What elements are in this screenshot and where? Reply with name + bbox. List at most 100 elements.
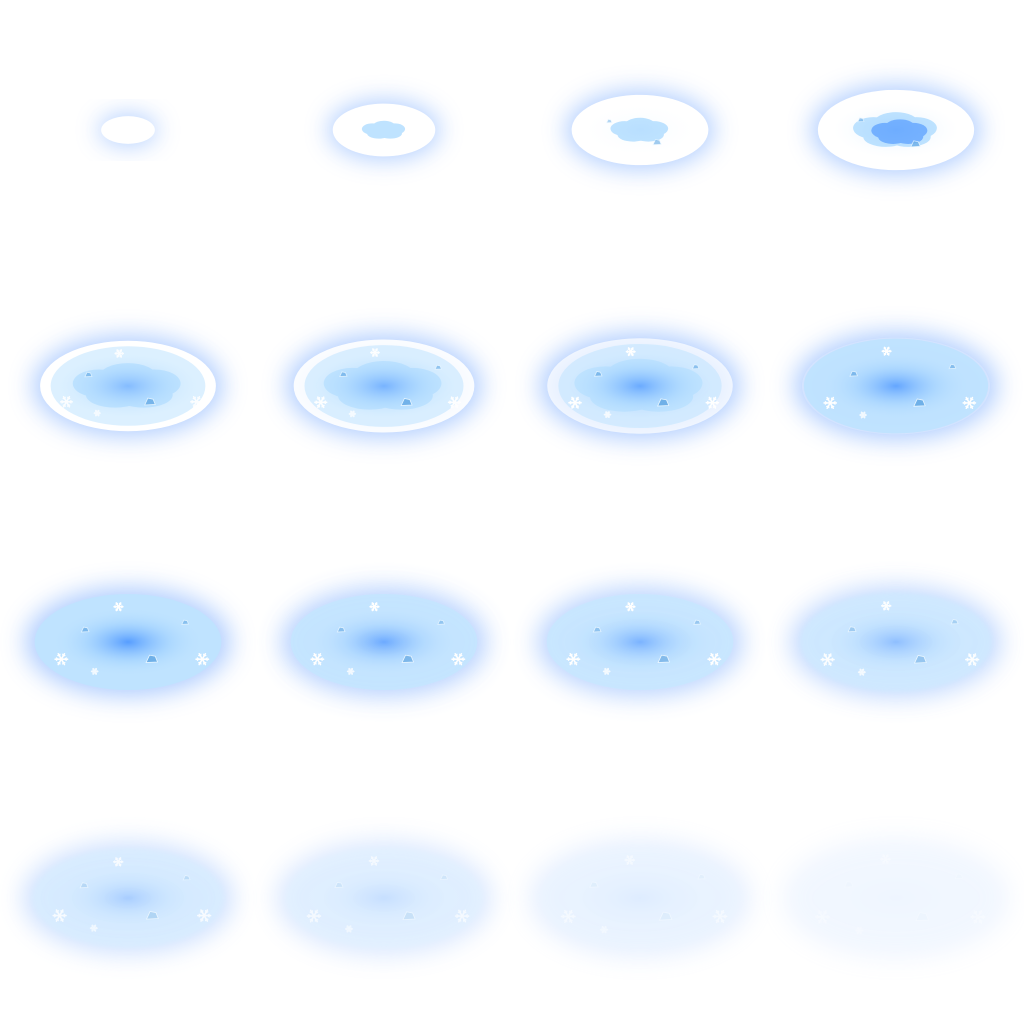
ice-pool-sprite xyxy=(275,840,493,956)
ice-patch xyxy=(871,119,928,144)
sprite-frame-1 xyxy=(0,0,256,256)
ice-core xyxy=(585,105,695,155)
ice-pool-sprite xyxy=(529,838,751,958)
sprite-frame-13 xyxy=(0,768,256,1024)
ice-pool-sprite xyxy=(98,114,158,146)
ice-crystal-icon xyxy=(849,370,859,377)
frost-rim xyxy=(101,116,155,144)
ice-crystal-icon xyxy=(843,881,854,888)
snowflake-icon xyxy=(962,396,977,410)
ice-crystal-icon xyxy=(593,371,603,377)
ice-pool-sprite xyxy=(25,587,231,697)
ice-core xyxy=(820,352,972,420)
ice-crystal-icon xyxy=(434,364,442,370)
ice-crystal-icon xyxy=(910,140,921,148)
snowflake-icon xyxy=(859,411,867,419)
ice-crystal-icon xyxy=(913,655,927,664)
snowflake-icon xyxy=(90,667,99,675)
snowflake-icon xyxy=(602,667,611,675)
ice-crystal-icon xyxy=(145,654,159,664)
snowflake-icon xyxy=(855,926,864,935)
ice-crystal-icon xyxy=(334,881,344,888)
ice-crystal-icon xyxy=(697,873,706,880)
snowflake-icon xyxy=(54,652,69,666)
snowflake-icon xyxy=(310,652,325,666)
ice-pool-sprite xyxy=(22,841,234,955)
sprite-frame-4 xyxy=(768,0,1024,256)
ice-crystal-icon xyxy=(913,398,926,407)
ice-core xyxy=(307,607,461,677)
snowflake-icon xyxy=(625,347,636,357)
ice-core xyxy=(49,862,207,934)
snowflake-icon xyxy=(568,396,582,409)
sprite-frame-2 xyxy=(256,0,512,256)
snowflake-icon xyxy=(314,396,328,409)
sprite-frame-8 xyxy=(768,256,1024,512)
snowflake-icon xyxy=(370,348,380,357)
ice-crystal-icon xyxy=(950,619,959,625)
ice-pool-sprite xyxy=(33,335,223,437)
ice-core xyxy=(812,860,980,936)
ice-crystal-icon xyxy=(605,118,613,124)
sprite-frame-7 xyxy=(512,256,768,512)
ice-crystal-icon xyxy=(439,874,449,880)
ice-crystal-icon xyxy=(657,654,671,664)
ice-core xyxy=(311,353,457,419)
ice-crystal-icon xyxy=(336,626,346,633)
snowflake-icon xyxy=(113,602,124,612)
ice-pool-sprite xyxy=(790,585,1002,699)
sprite-frame-16 xyxy=(768,768,1024,1024)
ice-pool-sprite xyxy=(537,587,743,697)
ice-crystal-icon xyxy=(182,875,191,881)
sprite-frame-14 xyxy=(256,768,512,1024)
ice-pool-sprite xyxy=(794,331,998,441)
snowflake-icon xyxy=(52,909,67,922)
ice-crystal-icon xyxy=(339,371,348,377)
snowflake-icon xyxy=(707,652,722,666)
ice-crystal-icon xyxy=(592,626,602,633)
snowflake-icon xyxy=(195,652,210,666)
ice-crystal-icon xyxy=(144,397,156,406)
ice-core xyxy=(563,607,717,677)
ice-crystal-icon xyxy=(656,398,670,407)
ice-crystal-icon xyxy=(652,138,662,146)
ice-crystal-icon xyxy=(401,654,415,664)
snowflake-icon xyxy=(705,396,720,409)
snowflake-icon xyxy=(369,602,380,612)
ice-crystal-icon xyxy=(691,364,700,370)
snowflake-icon xyxy=(197,909,212,922)
snowflake-icon xyxy=(114,349,125,358)
snowflake-icon xyxy=(368,856,380,866)
ice-crystal-icon xyxy=(693,619,702,625)
snowflake-icon xyxy=(625,602,636,612)
ice-crystal-icon xyxy=(658,911,673,921)
ice-core xyxy=(557,861,723,935)
sprite-frame-12 xyxy=(768,512,1024,768)
ice-pool-sprite xyxy=(539,332,741,440)
ice-crystal-icon xyxy=(948,363,957,370)
snowflake-icon xyxy=(451,652,466,666)
snowflake-icon xyxy=(881,346,892,356)
ice-pool-sprite xyxy=(328,100,440,160)
sprite-frame-6 xyxy=(256,256,512,512)
ice-crystal-icon xyxy=(915,912,930,922)
snowflake-icon xyxy=(970,910,986,924)
snowflake-icon xyxy=(89,924,98,932)
ice-core xyxy=(565,352,715,420)
snowflake-icon xyxy=(624,855,636,865)
ice-crystal-icon xyxy=(400,398,413,406)
snowflake-icon xyxy=(599,925,609,934)
ice-pool-sprite xyxy=(566,90,714,170)
snowflake-icon xyxy=(712,909,728,924)
sprite-frame-15 xyxy=(512,768,768,1024)
ice-core xyxy=(342,111,426,149)
ice-pool-sprite xyxy=(782,837,1010,959)
snowflake-icon xyxy=(603,411,612,419)
sprite-frame-9 xyxy=(0,512,256,768)
snowflake-icon xyxy=(447,396,462,409)
snowflake-icon xyxy=(879,854,892,865)
ice-crystal-icon xyxy=(857,117,865,123)
snowflake-icon xyxy=(190,396,204,408)
ice-crystal-icon xyxy=(79,882,89,889)
